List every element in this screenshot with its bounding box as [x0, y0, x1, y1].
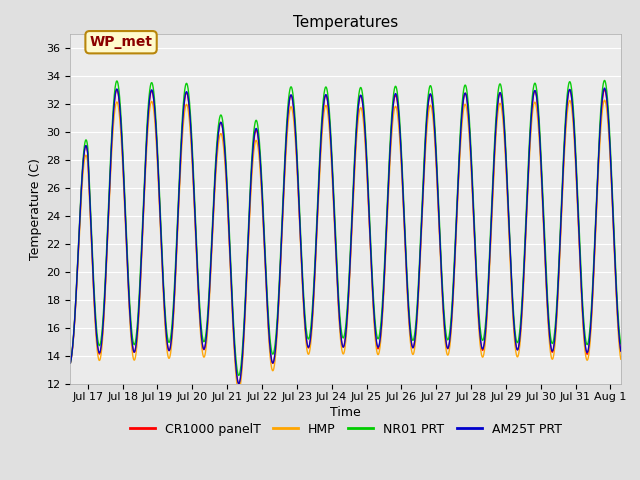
Y-axis label: Temperature (C): Temperature (C) [29, 158, 42, 260]
X-axis label: Time: Time [330, 406, 361, 419]
Title: Temperatures: Temperatures [293, 15, 398, 30]
Text: WP_met: WP_met [90, 35, 152, 49]
Legend: CR1000 panelT, HMP, NR01 PRT, AM25T PRT: CR1000 panelT, HMP, NR01 PRT, AM25T PRT [125, 418, 566, 441]
